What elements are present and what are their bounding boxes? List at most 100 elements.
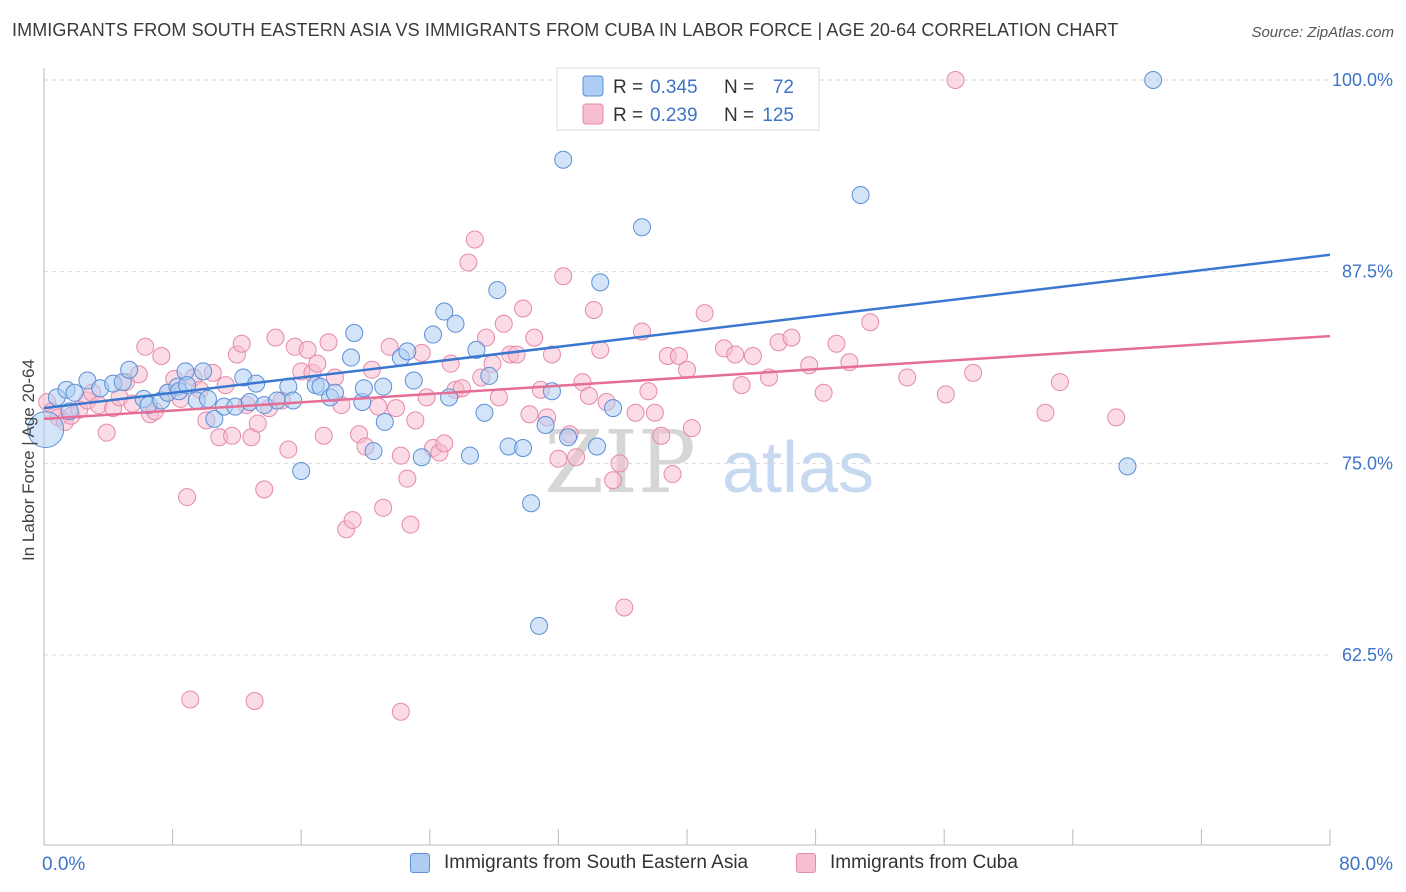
y-tick-labels: 62.5% 75.0% 87.5% 100.0% xyxy=(1332,70,1393,665)
cuba-point-109 xyxy=(726,345,745,364)
cuba-point-54 xyxy=(369,397,388,416)
cuba-point-75 xyxy=(489,388,508,407)
sea-point-38 xyxy=(354,379,373,398)
cuba-point-61 xyxy=(406,411,425,430)
sea-point-43 xyxy=(398,342,417,361)
cuba-point-39 xyxy=(279,440,298,459)
sea-point-18 xyxy=(194,362,213,381)
sea-point-58 xyxy=(530,616,549,635)
sea-point-27 xyxy=(268,391,287,410)
x-tick-labels: 0.0% 80.0% xyxy=(42,854,1393,875)
cuba-point-73 xyxy=(477,328,496,347)
cuba-point-100 xyxy=(645,403,664,422)
cuba-point-119 xyxy=(861,313,880,332)
sea-point-44 xyxy=(404,371,423,390)
watermark-atlas: atlas xyxy=(722,428,874,508)
cuba-point-29 xyxy=(223,426,242,445)
source-label: Source: ZipAtlas.com xyxy=(1251,24,1394,41)
cuba-point-91 xyxy=(584,301,603,319)
cuba-point-79 xyxy=(514,299,533,318)
sea-point-0 xyxy=(27,411,65,449)
cuba-point-96 xyxy=(615,598,634,617)
cuba-point-127 xyxy=(245,692,264,710)
sea-point-70 xyxy=(60,402,79,421)
cuba-point-92 xyxy=(591,340,610,359)
sea-point-54 xyxy=(488,281,507,300)
sea-point-65 xyxy=(604,399,623,418)
sea-trend-line xyxy=(43,253,1331,410)
cuba-point-80 xyxy=(520,405,539,424)
cuba-point-63 xyxy=(417,388,436,407)
cuba-point-46 xyxy=(319,333,338,352)
sea-point-36 xyxy=(345,324,364,342)
cuba-point-9 xyxy=(97,423,116,442)
sea-point-29 xyxy=(284,391,303,410)
cuba-point-123 xyxy=(964,363,983,382)
cuba-point-76 xyxy=(494,314,513,333)
legend-label-sea: Immigrants from South Eastern Asia xyxy=(444,852,749,873)
cuba-point-94 xyxy=(604,471,623,490)
cuba-point-121 xyxy=(936,385,955,404)
cuba-point-37 xyxy=(266,328,285,347)
stats-legend: R = 0.345 N = 72 R = 0.239 N = 125 xyxy=(556,67,820,131)
sea-point-64 xyxy=(591,273,610,292)
sea-point-59 xyxy=(536,416,555,434)
cuba-point-34 xyxy=(248,414,267,433)
cuba-point-90 xyxy=(579,386,598,405)
cuba-point-122 xyxy=(946,71,965,89)
cuba-point-116 xyxy=(814,383,833,402)
cuba-point-114 xyxy=(782,328,801,347)
cuba-point-105 xyxy=(678,360,696,379)
sea-point-56 xyxy=(514,439,533,457)
stats-n-value-pink: 125 xyxy=(762,105,794,126)
cuba-point-129 xyxy=(181,690,200,709)
stats-r-label-pink: R = xyxy=(613,105,643,126)
sea-point-39 xyxy=(364,442,383,461)
cuba-point-97 xyxy=(626,403,645,422)
legend-label-cuba: Immigrants from Cuba xyxy=(830,852,1018,873)
cuba-point-110 xyxy=(732,376,751,395)
cuba-point-22 xyxy=(178,488,197,507)
cuba-point-42 xyxy=(298,340,317,359)
cuba-point-103 xyxy=(663,465,682,484)
cuba-point-101 xyxy=(652,426,671,445)
cuba-point-104 xyxy=(669,347,688,365)
y-tick-label-1: 75.0% xyxy=(1342,453,1393,473)
cuba-point-99 xyxy=(639,382,658,401)
cuba-point-45 xyxy=(314,426,333,445)
cuba-point-88 xyxy=(567,448,586,467)
y-tick-label-2: 87.5% xyxy=(1342,262,1393,282)
cuba-point-86 xyxy=(554,267,573,286)
legend-item-cuba: Immigrants from Cuba xyxy=(796,852,1018,874)
chart-title: IMMIGRANTS FROM SOUTH EASTERN ASIA VS IM… xyxy=(12,20,1119,40)
cuba-point-60 xyxy=(401,515,420,534)
cuba-point-57 xyxy=(387,399,406,418)
sea-point-62 xyxy=(559,428,578,447)
cuba-point-44 xyxy=(308,354,327,373)
stats-n-value-blue: 72 xyxy=(773,77,794,98)
cuba-point-95 xyxy=(610,454,629,473)
cuba-point-70 xyxy=(459,253,478,272)
trend-lines xyxy=(43,253,1331,421)
cuba-point-50 xyxy=(343,511,362,530)
sea-point-35 xyxy=(342,348,361,367)
series-cuba-points xyxy=(38,71,1126,721)
axes xyxy=(43,68,1331,846)
stats-n-label-pink: N = xyxy=(724,105,754,126)
sea-point-40 xyxy=(374,377,393,396)
cuba-point-56 xyxy=(380,337,399,356)
sea-point-68 xyxy=(851,186,870,204)
stats-r-label-blue: R = xyxy=(613,77,643,98)
sea-point-52 xyxy=(475,403,494,422)
sea-point-53 xyxy=(480,366,499,385)
sea-point-45 xyxy=(412,448,431,467)
sea-point-57 xyxy=(522,494,541,513)
bottom-legend: Immigrants from South Eastern Asia Immig… xyxy=(0,852,1406,878)
stats-r-value-blue: 0.345 xyxy=(650,77,698,98)
cuba-trend-line xyxy=(43,334,1331,421)
cuba-point-55 xyxy=(374,498,393,517)
cuba-point-31 xyxy=(232,334,251,353)
sea-point-47 xyxy=(435,302,454,321)
cuba-point-59 xyxy=(398,469,417,488)
